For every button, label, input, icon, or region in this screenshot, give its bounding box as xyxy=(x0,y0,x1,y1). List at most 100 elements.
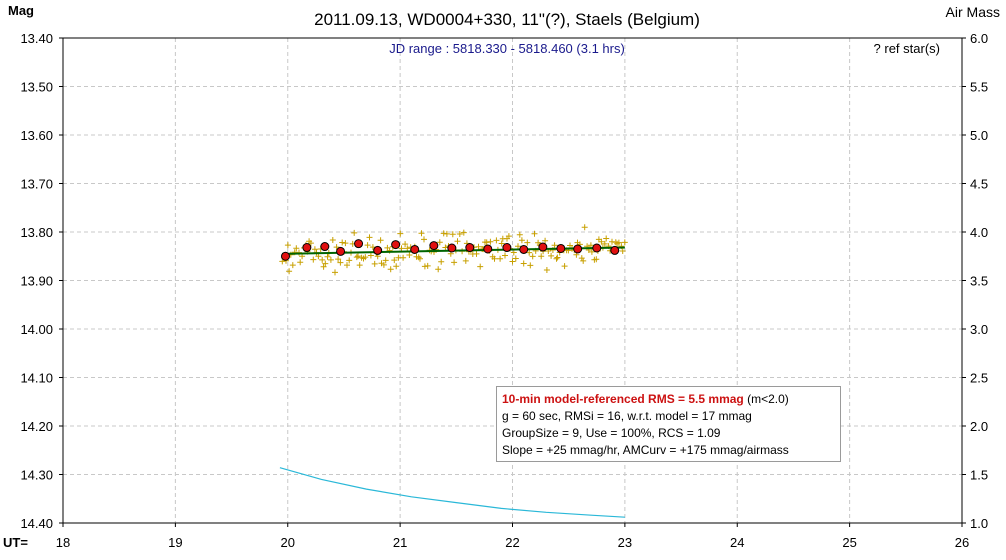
raw-data-point xyxy=(380,261,387,268)
raw-data-point xyxy=(332,269,338,276)
binned-data-point xyxy=(410,244,420,254)
raw-data-point xyxy=(477,263,484,270)
x-tick-label: 21 xyxy=(393,535,407,550)
raw-data-point xyxy=(398,245,405,252)
x-tick-label: 22 xyxy=(505,535,519,550)
raw-data-point xyxy=(346,257,353,264)
raw-data-point xyxy=(443,230,450,237)
raw-data-point xyxy=(418,230,425,237)
raw-data-point xyxy=(319,256,326,263)
axis-ticks: 13.40 6.0 13.50 5.5 13.60 5.0 13.70 4.5 13.80 4.0… xyxy=(20,31,988,550)
y-right-tick-label: 3.0 xyxy=(970,322,988,337)
binned-data-point xyxy=(391,240,401,250)
raw-data-point xyxy=(502,252,508,259)
binned-data-point xyxy=(336,246,346,256)
binned-data-point xyxy=(354,239,364,249)
binned-data-point xyxy=(502,243,512,253)
raw-data-point xyxy=(311,246,318,253)
raw-data-point xyxy=(598,238,605,245)
y-right-tick-label: 4.5 xyxy=(970,177,988,192)
raw-data-point xyxy=(393,263,400,270)
raw-data-point xyxy=(397,230,404,237)
raw-data-point xyxy=(333,244,340,251)
stats-line-4: Slope = +25 mmag/hr, AMCurv = +175 mmag/… xyxy=(502,443,789,457)
raw-data-point xyxy=(553,255,560,262)
raw-data-point xyxy=(460,229,467,236)
y-left-tick-label: 14.00 xyxy=(20,322,53,337)
raw-data-point xyxy=(529,253,536,260)
y-left-tick-label: 13.50 xyxy=(20,80,53,95)
binned-data-point xyxy=(610,245,620,255)
binned-data-point xyxy=(592,243,602,253)
raw-data-point xyxy=(567,242,573,249)
binned-points-layer xyxy=(281,239,620,261)
x-tick-label: 19 xyxy=(168,535,182,550)
raw-data-point xyxy=(491,255,498,262)
binned-data-point xyxy=(302,243,312,253)
y-right-tick-label: 2.5 xyxy=(970,371,988,386)
x-tick-label: 26 xyxy=(955,535,969,550)
raw-data-point xyxy=(483,239,490,246)
raw-data-point xyxy=(548,252,555,259)
raw-data-point xyxy=(339,239,346,246)
raw-data-point xyxy=(322,260,329,267)
raw-data-point xyxy=(421,236,427,243)
raw-data-point xyxy=(337,259,344,266)
raw-data-point xyxy=(310,256,317,263)
raw-data-point xyxy=(603,235,610,242)
raw-data-point xyxy=(324,253,331,260)
y-right-tick-label: 2.0 xyxy=(970,419,988,434)
raw-data-point xyxy=(493,237,500,244)
raw-data-point xyxy=(366,234,373,241)
raw-data-point xyxy=(518,237,525,244)
raw-data-point xyxy=(404,245,411,252)
raw-data-point xyxy=(497,255,504,262)
binned-data-point xyxy=(573,244,583,254)
raw-data-point xyxy=(382,257,389,264)
y-right-tick-label: 1.5 xyxy=(970,468,988,483)
raw-data-point xyxy=(400,254,407,261)
raw-data-point xyxy=(449,231,456,238)
raw-data-point xyxy=(438,258,445,265)
raw-data-point xyxy=(473,250,480,257)
raw-data-point xyxy=(588,248,595,255)
raw-data-point xyxy=(435,266,442,273)
stats-line-2: g = 60 sec, RMSi = 16, w.r.t. model = 17… xyxy=(502,409,752,423)
y-right-tick-label: 4.0 xyxy=(970,225,988,240)
x-tick-label: 25 xyxy=(842,535,856,550)
raw-data-point xyxy=(356,262,363,269)
raw-data-point xyxy=(284,242,291,249)
stats-line-rms: 10-min model-referenced RMS = 5.5 mmag (… xyxy=(502,391,835,408)
x-axis-title: UT= xyxy=(3,535,28,550)
grid xyxy=(63,38,962,523)
raw-data-point xyxy=(289,262,296,269)
stats-info-box: 10-min model-referenced RMS = 5.5 mmag (… xyxy=(496,386,841,462)
raw-data-point xyxy=(362,254,369,261)
raw-data-point xyxy=(543,267,550,273)
raw-data-point xyxy=(581,224,588,231)
binned-data-point xyxy=(447,243,457,253)
raw-data-point xyxy=(293,245,300,252)
raw-data-point xyxy=(526,249,533,256)
y-left-tick-label: 14.30 xyxy=(20,468,53,483)
raw-data-point xyxy=(391,257,398,264)
stats-line-3: GroupSize = 9, Use = 100%, RCS = 1.09 xyxy=(502,426,721,440)
binned-data-point xyxy=(429,241,439,251)
raw-data-point xyxy=(406,252,413,258)
y-left-tick-label: 13.40 xyxy=(20,31,53,46)
raw-data-point xyxy=(454,238,461,245)
airmass-curve xyxy=(279,467,625,518)
raw-data-point xyxy=(329,237,336,243)
y-right-tick-label: 1.0 xyxy=(970,516,988,531)
raw-data-point xyxy=(315,253,322,260)
jd-range-subtitle: JD range : 5818.330 - 5818.460 (3.1 hrs) xyxy=(389,41,625,56)
raw-data-point xyxy=(307,240,314,247)
raw-data-point xyxy=(367,252,374,259)
raw-data-point xyxy=(601,240,608,247)
raw-data-point xyxy=(344,262,350,269)
raw-data-point xyxy=(351,229,358,236)
raw-data-point xyxy=(515,243,521,250)
binned-data-point xyxy=(483,244,493,254)
raw-data-point xyxy=(498,240,505,247)
